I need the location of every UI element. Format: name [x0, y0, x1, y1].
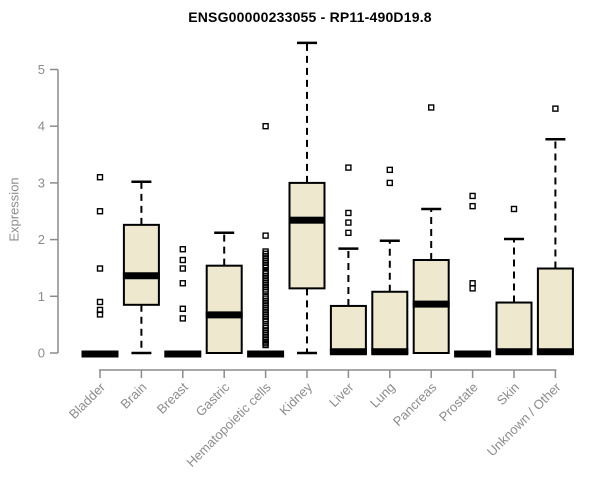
iqr-box	[205, 264, 243, 355]
box-group-kidney	[288, 41, 326, 355]
box-group-lung	[371, 166, 409, 356]
median-bar	[164, 350, 202, 358]
chart-title: ENSG00000233055 - RP11-490D19.8	[188, 9, 432, 25]
box-group-unknown-other	[536, 105, 574, 356]
outlier-point	[262, 264, 269, 271]
outlier-point	[345, 219, 352, 226]
y-tick-label: 4	[38, 119, 45, 134]
x-tick-label-brain: Brain	[117, 380, 149, 412]
median-bar	[536, 348, 574, 356]
iqr-box	[122, 223, 160, 306]
box-group-gastric	[205, 231, 243, 355]
outlier-point	[179, 265, 187, 272]
outlier-point	[345, 209, 352, 217]
x-tick-label-bladder: Bladder	[66, 379, 109, 422]
box-group-pancreas	[412, 104, 450, 354]
box-group-liver	[329, 164, 367, 356]
x-tick-label-kidney: Kidney	[276, 379, 315, 418]
outlier-point	[345, 229, 352, 236]
iqr-box	[536, 267, 574, 354]
median-bar	[205, 311, 243, 319]
y-tick-label: 5	[38, 62, 45, 77]
outlier-point	[179, 256, 187, 264]
outlier-point	[96, 208, 104, 215]
median-bar	[371, 348, 409, 356]
iqr-box	[288, 181, 326, 290]
y-tick-label: 1	[38, 289, 45, 304]
outlier-point	[386, 179, 393, 187]
median-bar	[288, 216, 326, 224]
median-bar	[454, 350, 492, 358]
outlier-point	[469, 285, 476, 292]
outlier-point	[96, 298, 104, 306]
outlier-point	[96, 174, 104, 181]
outlier-point	[552, 105, 559, 112]
outlier-point	[179, 280, 187, 287]
outlier-point	[262, 232, 269, 239]
box-group-brain	[122, 180, 160, 355]
iqr-box	[371, 290, 409, 355]
x-tick-label-lung: Lung	[367, 380, 398, 411]
y-axis: 0 1 2 3 4 5	[38, 62, 59, 361]
outlier-point	[469, 192, 476, 200]
y-tick-label: 3	[38, 175, 45, 190]
x-tick-label-skin: Skin	[494, 380, 522, 408]
outlier-point	[179, 246, 187, 253]
x-tick-label-breast: Breast	[154, 379, 191, 416]
median-bar	[495, 348, 533, 356]
median-bar	[122, 272, 160, 280]
outlier-point	[428, 104, 435, 111]
outlier-point	[469, 280, 476, 287]
x-tick-label-pancreas: Pancreas	[390, 379, 440, 429]
outlier-point	[345, 164, 352, 171]
outlier-point	[96, 265, 104, 272]
box-group-prostate	[454, 192, 492, 358]
median-bar	[247, 350, 285, 358]
iqr-box	[329, 304, 367, 354]
x-tick-label-gastric: Gastric	[193, 379, 233, 419]
box-group-bladder	[81, 174, 119, 358]
outlier-point	[469, 202, 476, 210]
median-bar	[81, 350, 119, 358]
x-tick-label-liver: Liver	[326, 379, 357, 410]
median-bar	[412, 300, 450, 308]
outlier-point	[386, 166, 393, 174]
box-group-breast	[164, 246, 202, 358]
x-tick-label-prostate: Prostate	[436, 380, 481, 425]
outlier-point	[179, 305, 187, 312]
outlier-point	[262, 341, 269, 349]
y-tick-label: 0	[38, 346, 45, 361]
outlier-point	[179, 315, 187, 322]
median-bar	[329, 348, 367, 356]
outlier-point	[96, 311, 104, 318]
iqr-box	[495, 301, 533, 354]
x-tick-label-unknown-other: Unknown / Other	[484, 379, 564, 459]
box-group-hematopoietic-cells	[247, 122, 285, 358]
y-tick-label: 2	[38, 232, 45, 247]
outlier-point	[510, 205, 518, 213]
outlier-point	[262, 122, 269, 130]
box-group-skin	[495, 205, 533, 356]
